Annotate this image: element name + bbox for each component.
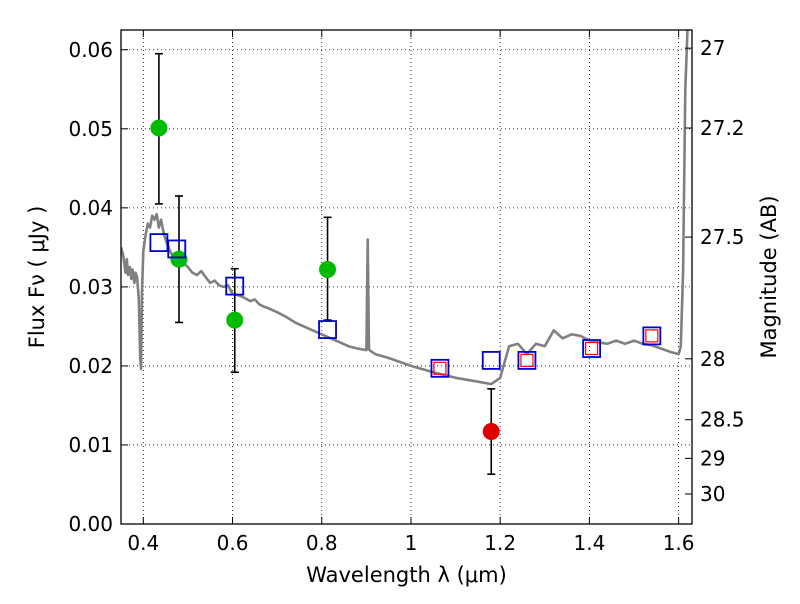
- model-photometry-square: [517, 350, 537, 370]
- y-axis-ticks: 0.00 0.01 0.02 0.03 0.04 0.05 0.06: [68, 38, 128, 536]
- y-tick-label: 0.02: [68, 354, 113, 378]
- x-tick-label: 1.4: [573, 531, 605, 555]
- photometry-point: [226, 311, 244, 329]
- model-photometry-square: [582, 339, 602, 358]
- right-axis-ticks: 27 27.2 27.5 28 28.5 29 30: [685, 36, 745, 506]
- y-tick-label: 0.05: [68, 117, 113, 141]
- right-tick-label: 28: [700, 347, 725, 371]
- right-tick-label: 28.5: [700, 408, 745, 432]
- photometry-point: [150, 119, 168, 137]
- y-tick-label: 0.03: [68, 275, 113, 299]
- x-tick-label: 1.6: [663, 531, 695, 555]
- y-tick-label: 0.06: [68, 38, 113, 62]
- model-photometry-square-alt: [585, 341, 599, 356]
- model-photometry-square: [481, 350, 501, 370]
- y-tick-label: 0.04: [68, 196, 113, 220]
- y-tick-label: 0.01: [68, 433, 113, 457]
- model-photometry-square: [642, 326, 662, 346]
- photometry-point: [482, 423, 500, 441]
- y-axis-label: Flux Fν ( μJy ): [25, 206, 49, 349]
- right-tick-label: 27.5: [700, 225, 745, 249]
- x-tick-label: 0.4: [127, 531, 159, 555]
- model-sed-line: [121, 30, 689, 386]
- photometry-point: [319, 260, 337, 278]
- model-photometry-square: [167, 239, 187, 259]
- photometry-point: [170, 250, 188, 268]
- right-axis-label: Magnitude (AB): [757, 195, 781, 358]
- data-markers: [149, 52, 662, 476]
- x-tick-label: 1.2: [484, 531, 516, 555]
- x-axis-label: Wavelength λ (μm): [306, 563, 507, 587]
- right-tick-label: 30: [700, 482, 725, 506]
- model-photometry-square-alt: [520, 353, 534, 367]
- model-photometry-square: [430, 358, 450, 378]
- model-photometry-square: [225, 276, 245, 296]
- right-tick-label: 29: [700, 446, 725, 470]
- x-tick-label: 1: [405, 531, 418, 555]
- x-tick-label: 0.6: [217, 531, 249, 555]
- model-photometry-square-alt: [645, 329, 659, 343]
- model-photometry-square: [318, 320, 337, 339]
- model-photometry-square-alt: [433, 361, 447, 375]
- plot-frame: [120, 29, 693, 525]
- x-axis-ticks: 0.4 0.6 0.8 1 1.2 1.4 1.6: [127, 30, 695, 555]
- y-tick-label: 0.00: [68, 512, 113, 536]
- right-tick-label: 27.2: [700, 116, 745, 140]
- right-tick-label: 27: [700, 36, 725, 60]
- model-sed-line-group: [121, 30, 689, 386]
- x-tick-label: 0.8: [306, 531, 338, 555]
